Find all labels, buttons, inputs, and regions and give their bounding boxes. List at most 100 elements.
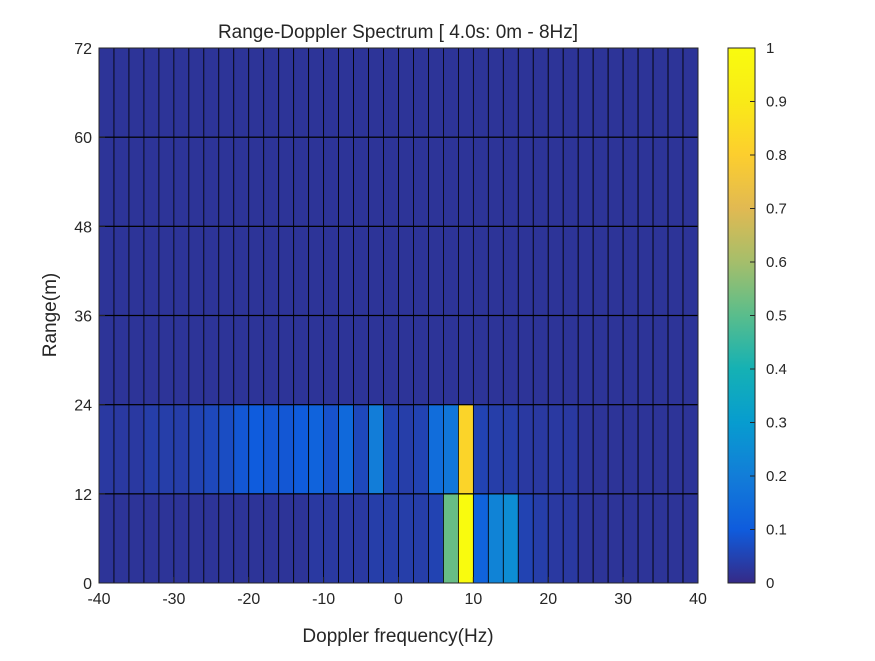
heatmap-cell	[353, 493, 369, 584]
heatmap-cell	[128, 225, 145, 316]
heatmap-cell	[383, 136, 399, 227]
heatmap-cell	[113, 136, 130, 227]
heatmap-cell	[248, 493, 265, 584]
heatmap-cell	[547, 315, 564, 406]
heatmap-cell	[667, 47, 684, 138]
heatmap-cell	[173, 404, 190, 495]
heatmap-cell	[203, 404, 220, 495]
heatmap-cell	[173, 315, 190, 406]
heatmap-cell	[278, 47, 295, 138]
heatmap-cell	[368, 225, 384, 316]
heatmap-cell	[308, 493, 325, 584]
heatmap-cell	[323, 47, 340, 138]
heatmap-cell	[233, 404, 250, 495]
heatmap-cell	[308, 404, 325, 495]
heatmap-cell	[472, 225, 489, 316]
heatmap-cell	[263, 47, 280, 138]
heatmap-cell	[428, 225, 444, 316]
heatmap-cell	[577, 47, 594, 138]
heatmap-cell	[398, 47, 414, 138]
heatmap-cell	[577, 404, 594, 495]
heatmap-cell	[428, 136, 444, 227]
heatmap-cell	[113, 315, 130, 406]
heatmap-cell	[293, 225, 310, 316]
heatmap-cell	[128, 315, 145, 406]
heatmap-cell	[577, 493, 594, 584]
heatmap-cell	[413, 315, 429, 406]
heatmap-cell	[248, 47, 265, 138]
heatmap-cell	[263, 404, 280, 495]
heatmap-cell	[562, 315, 579, 406]
heatmap-cell	[278, 315, 295, 406]
heatmap-cell	[457, 493, 474, 584]
heatmap-cell	[263, 136, 280, 227]
heatmap-cell	[547, 47, 564, 138]
heatmap-cell	[577, 225, 594, 316]
colorbar-tick-label: 0	[766, 575, 774, 592]
heatmap-cell	[428, 493, 444, 584]
heatmap-cell	[682, 404, 699, 495]
heatmap-cell	[622, 47, 639, 138]
colorbar-tick-label: 0.4	[766, 361, 787, 378]
heatmap-cell	[652, 47, 669, 138]
heatmap-cell	[293, 493, 310, 584]
heatmap-cell	[517, 404, 534, 495]
heatmap-cell	[682, 315, 699, 406]
heatmap-cell	[547, 136, 564, 227]
heatmap-cell	[308, 225, 325, 316]
heatmap-cell	[368, 404, 384, 495]
x-tick-label: -10	[312, 591, 335, 608]
heatmap-cell	[338, 136, 354, 227]
heatmap-cell	[547, 225, 564, 316]
heatmap-cell	[637, 225, 654, 316]
heatmap-cell	[368, 493, 384, 584]
heatmap-cell	[293, 47, 310, 138]
heatmap-cell	[188, 493, 205, 584]
heatmap-cell	[353, 47, 369, 138]
heatmap-cell	[457, 404, 474, 495]
heatmap-cell	[218, 225, 235, 316]
heatmap-cell	[532, 47, 549, 138]
heatmap-cell	[637, 47, 654, 138]
heatmap-cell	[218, 136, 235, 227]
heatmap-cell	[158, 493, 175, 584]
heatmap-cell	[592, 47, 609, 138]
heatmap-cell	[368, 315, 384, 406]
heatmap-cell	[278, 493, 295, 584]
heatmap-cell	[622, 136, 639, 227]
heatmap-cell	[293, 136, 310, 227]
heatmap-cell	[472, 47, 489, 138]
heatmap-cell	[128, 493, 145, 584]
heatmap-cell	[173, 493, 190, 584]
heatmap-cell	[233, 47, 250, 138]
heatmap-cell	[532, 225, 549, 316]
heatmap-cell	[128, 136, 145, 227]
heatmap-cell	[203, 225, 220, 316]
heatmap-cell	[667, 315, 684, 406]
heatmap-cell	[173, 225, 190, 316]
heatmap-cell	[98, 225, 115, 316]
heatmap-cell	[158, 315, 175, 406]
heatmap-cell	[652, 315, 669, 406]
heatmap-cell	[607, 136, 624, 227]
heatmap-cell	[592, 493, 609, 584]
heatmap-cell	[398, 404, 414, 495]
heatmap-cell	[233, 136, 250, 227]
heatmap-cell	[607, 493, 624, 584]
heatmap-cell	[637, 136, 654, 227]
heatmap-cell	[98, 47, 115, 138]
heatmap-cell	[487, 136, 504, 227]
heatmap-cell	[413, 136, 429, 227]
heatmap-cell	[457, 47, 474, 138]
heatmap-cell	[353, 404, 369, 495]
heatmap-cell	[667, 404, 684, 495]
heatmap-cell	[218, 47, 235, 138]
heatmap-cell	[472, 315, 489, 406]
colorbar-tick-label: 0.7	[766, 201, 787, 218]
heatmap-cell	[622, 493, 639, 584]
heatmap-cell	[173, 47, 190, 138]
heatmap-cell	[607, 225, 624, 316]
heatmap-cell	[383, 315, 399, 406]
